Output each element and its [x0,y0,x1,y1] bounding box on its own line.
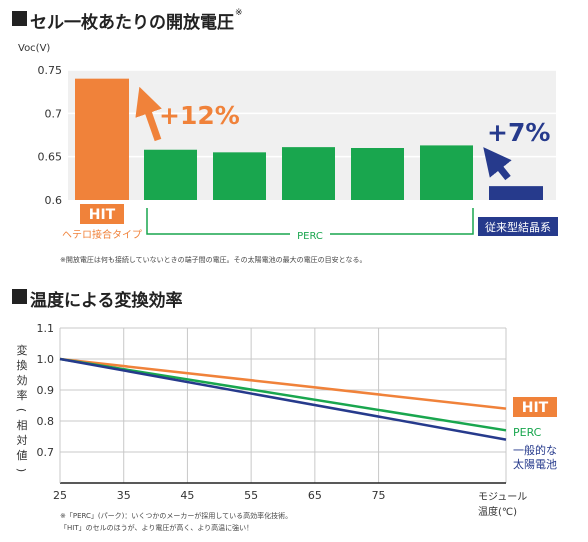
efficiency-x-axis-label-1: モジュール [478,492,527,503]
conventional-bar [489,186,543,200]
conventional-legend-label-2: 太陽電池 [513,458,557,471]
efficiency-y-axis-label-char: 変 [17,343,28,357]
efficiency-footnote-2: 「HIT」のセルのほうが、より電圧が高く、より高温に強い！ [60,524,254,532]
conventional-increase-arrow [483,147,512,181]
efficiency-y-axis-label: 変換効率 ( 相対値) [15,343,28,472]
perc-category-label: PERC [297,231,323,242]
perc-bar [213,152,266,200]
efficiency-y-axis-label-char: 換 [17,359,28,372]
efficiency-x-tick-label: 45 [180,489,194,502]
efficiency-x-tick-label: 55 [244,489,258,502]
perc-bar [282,147,335,200]
efficiency-y-tick-label: 0.8 [37,415,55,428]
perc-legend-label: PERC [513,426,542,439]
voltage-y-tick-label: 0.6 [45,194,63,207]
hit-legend-label: HIT [522,400,549,416]
efficiency-y-tick-label: 0.9 [37,384,55,397]
efficiency-x-tick-label: 25 [53,489,67,502]
voltage-y-tick-label: 0.7 [45,107,63,120]
section-title-efficiency-text: 温度による変換効率 [30,291,183,311]
hit-logo-badge [80,204,124,224]
efficiency-x-tick-label: 65 [308,489,322,502]
perc-bar [144,149,197,200]
perc-bar [351,148,404,200]
hit-logo-text: HIT [89,207,116,223]
voltage-footnote: ※開放電圧は何も接続していないときの端子間の電圧。その太陽電池の最大の電圧の目安… [60,256,367,264]
efficiency-y-axis-label-char: 率 [17,388,28,402]
efficiency-y-axis-label-char: 相 [17,419,28,432]
section-title-voltage: セル一枚あたりの開放電圧 ※ [12,8,243,33]
perc-label-bg [290,228,330,241]
efficiency-y-tick-label: 1.1 [37,322,55,335]
efficiency-y-axis-label-char: 効 [17,373,28,387]
efficiency-y-axis-label-char: ) [15,468,28,472]
efficiency-y-tick-label: 1.0 [37,353,55,366]
conventional-increase-annotation: +7% [487,118,550,147]
hit-bar [75,78,129,200]
efficiency-x-axis-label-2: 温度(℃) [478,505,517,518]
hit-legend-badge [513,397,557,417]
voltage-y-axis-label: Voc(V) [18,43,50,54]
perc-bar [420,145,473,200]
section-title-voltage-mark: ※ [235,8,243,18]
hit-efficiency-line [59,357,507,410]
efficiency-y-axis-label-char: 対 [17,433,28,447]
voltage-bar-chart: 0.6 0.65 0.7 0.75 Voc(V) +12% +7% HIT ヘテロ接合… [18,43,558,242]
perc-efficiency-line [59,357,507,432]
efficiency-y-tick-label: 0.7 [37,446,55,459]
section-title-efficiency: 温度による変換効率 [12,286,183,311]
conventional-category-label: 従来型結晶系 [485,220,551,234]
conventional-legend-label-1: 一般的な [513,443,557,457]
hit-category-label: ヘテロ接合タイプ [62,228,142,241]
voltage-y-tick-label: 0.75 [38,64,63,77]
voltage-y-tick-label: 0.65 [38,151,63,164]
section-title-voltage-text: セル一枚あたりの開放電圧 [30,13,234,33]
efficiency-x-tick-label: 35 [117,489,131,502]
hit-increase-arrow [135,86,162,142]
efficiency-x-tick-label: 75 [372,489,386,502]
title-square-icon [12,11,27,26]
conventional-efficiency-line [59,357,507,441]
conventional-label-badge [478,217,558,236]
efficiency-y-axis-label-char: ( [15,408,28,412]
efficiency-footnote-1: ※「PERC」(パーク)：いくつかのメーカーが採用している高効率化技術。 [60,512,293,520]
efficiency-y-axis-label-char: 値 [17,449,28,462]
title-square-icon [12,289,27,304]
hit-increase-annotation: +12% [159,101,240,130]
